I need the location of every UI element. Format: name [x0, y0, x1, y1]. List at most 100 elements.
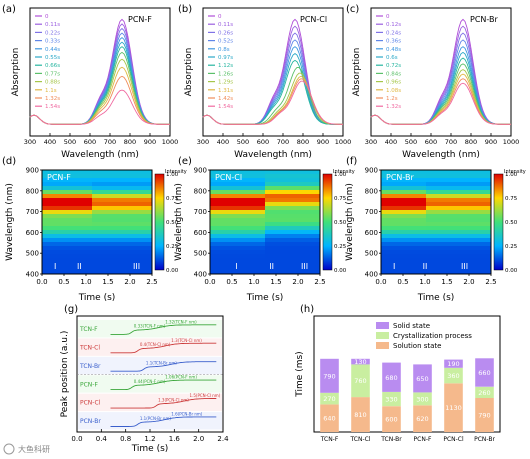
panel-d-cell-19-23 — [137, 262, 143, 267]
panel-e-cell-4-12 — [230, 218, 236, 223]
panel-c-legend-label-5: 0.6s — [386, 55, 398, 61]
panel-c-legend-label-0: 0 — [386, 14, 390, 20]
panel-e-cell-6-21 — [240, 254, 246, 259]
panel-d-cell-5-6 — [67, 194, 73, 199]
panel-f-cell-0-25 — [381, 270, 387, 275]
panel-f-cell-18-16 — [471, 234, 477, 239]
panel-f-cell-18-3 — [471, 182, 477, 187]
panel-e-cell-21-7 — [315, 198, 321, 203]
panel-e-cell-3-2 — [225, 178, 231, 183]
panel-f-cell-12-12 — [441, 218, 447, 223]
panel-d-cell-11-12 — [97, 218, 103, 223]
panel-d-cell-15-1 — [117, 174, 123, 179]
panel-e-cell-7-23 — [245, 262, 251, 267]
panel-d-cell-10-22 — [92, 258, 98, 263]
panel-e-cell-7-17 — [245, 238, 251, 243]
panel-f-cell-6-14 — [411, 226, 417, 231]
panel-d-cell-2-9 — [52, 206, 58, 211]
panel-e-heatmap — [210, 170, 321, 275]
panel-e-cell-14-9 — [280, 206, 286, 211]
panel-e-cell-10-24 — [260, 266, 266, 271]
panel-g-annotation1-4: 1.3(PCN-Cl nm) — [158, 397, 189, 402]
panel-c-xlabel: Wavelength (nm) — [402, 150, 480, 160]
panel-f-cell-3-15 — [396, 230, 402, 235]
panel-d-cell-2-15 — [52, 230, 58, 235]
panel-e-cell-2-11 — [220, 214, 226, 219]
panel-f-stage-2: III — [461, 262, 468, 271]
panel-e-cell-15-0 — [285, 170, 291, 175]
panel-f-cell-19-4 — [476, 186, 482, 191]
panel-d-cell-21-21 — [147, 254, 153, 259]
panel-f-cell-3-23 — [396, 262, 402, 267]
panel-d-cell-16-4 — [122, 186, 128, 191]
panel-e-cell-20-15 — [310, 230, 316, 235]
panel-f-cell-7-10 — [416, 210, 422, 215]
panel-d-cell-5-15 — [67, 230, 73, 235]
panel-d-cell-18-5 — [132, 190, 138, 195]
panel-e-cell-3-24 — [225, 266, 231, 271]
panel-f-cell-9-17 — [426, 238, 432, 243]
panel-e-x-tick-3: 1.5 — [270, 278, 281, 286]
panel-e-cell-2-5 — [220, 190, 226, 195]
panel-f-cell-0-5 — [381, 190, 387, 195]
panel-f-x-tick-5: 2.5 — [485, 278, 496, 286]
panel-d-x-tick-3: 1.5 — [102, 278, 113, 286]
panel-e-cell-14-23 — [280, 262, 286, 267]
panel-d-cell-2-23 — [52, 262, 58, 267]
panel-d-cell-3-2 — [57, 178, 63, 183]
panel-d-cell-9-16 — [87, 234, 93, 239]
panel-e-cell-21-9 — [315, 206, 321, 211]
panel-e-cell-18-21 — [300, 254, 306, 259]
panel-f-x-tick-4: 2.0 — [463, 278, 474, 286]
panel-f-cell-4-5 — [401, 190, 407, 195]
panel-d-cell-15-13 — [117, 222, 123, 227]
panel-f-cell-2-23 — [391, 262, 397, 267]
panel-e-cell-12-22 — [270, 258, 276, 263]
panel-d-cell-2-21 — [52, 254, 58, 259]
panel-d-cell-10-20 — [92, 250, 98, 255]
panel-b-legend-label-7: 1.26s — [218, 71, 233, 77]
panel-e-cell-19-19 — [305, 246, 311, 251]
panel-d-cell-7-12 — [77, 218, 83, 223]
panel-f-cell-19-15 — [476, 230, 482, 235]
panel-e-cell-12-7 — [270, 198, 276, 203]
panel-f-cell-13-19 — [446, 246, 452, 251]
panel-e-cell-1-18 — [215, 242, 221, 247]
panel-d-cell-20-8 — [142, 202, 148, 207]
panel-e-cell-20-12 — [310, 218, 316, 223]
panel-f-cell-21-7 — [486, 198, 492, 203]
panel-f-cell-9-9 — [426, 206, 432, 211]
panel-d-cell-10-25 — [92, 270, 98, 275]
panel-f-cell-0-6 — [381, 194, 387, 199]
panel-e-cell-7-2 — [245, 178, 251, 183]
panel-h-bar-1-2 — [351, 358, 370, 365]
panel-e-cell-19-12 — [305, 218, 311, 223]
panel-e-cell-6-10 — [240, 210, 246, 215]
panel-d-cell-9-20 — [87, 250, 93, 255]
panel-d-cell-11-20 — [97, 250, 103, 255]
panel-f-cell-19-14 — [476, 226, 482, 231]
panel-e-cell-18-10 — [300, 210, 306, 215]
panel-d-cell-19-20 — [137, 250, 143, 255]
panel-d-cell-3-12 — [57, 218, 63, 223]
panel-h-bar-label-1-1: 760 — [354, 377, 366, 385]
panel-e-cell-15-24 — [285, 266, 291, 271]
panel-d-cell-7-14 — [77, 226, 83, 231]
panel-h-category-4: PCN-Cl — [443, 436, 464, 443]
panel-e-cell-4-7 — [230, 198, 236, 203]
panel-f-cell-16-23 — [461, 262, 467, 267]
panel-d-cell-4-21 — [62, 254, 68, 259]
panel-e-cell-18-14 — [300, 226, 306, 231]
panel-e-cell-19-17 — [305, 238, 311, 243]
panel-f-cell-15-24 — [456, 266, 462, 271]
panel-e-cell-6-23 — [240, 262, 246, 267]
panel-f-cell-0-15 — [381, 230, 387, 235]
panel-e-cell-6-22 — [240, 258, 246, 263]
panel-g-x-tick-1: 0.4 — [96, 435, 108, 443]
panel-e-stage-2: III — [301, 262, 308, 271]
panel-d-cell-0-5 — [42, 190, 48, 195]
panel-e-cell-21-25 — [315, 270, 321, 275]
panel-f-cell-2-3 — [391, 182, 397, 187]
panel-e-cell-5-0 — [235, 170, 241, 175]
panel-e-cell-1-0 — [215, 170, 221, 175]
